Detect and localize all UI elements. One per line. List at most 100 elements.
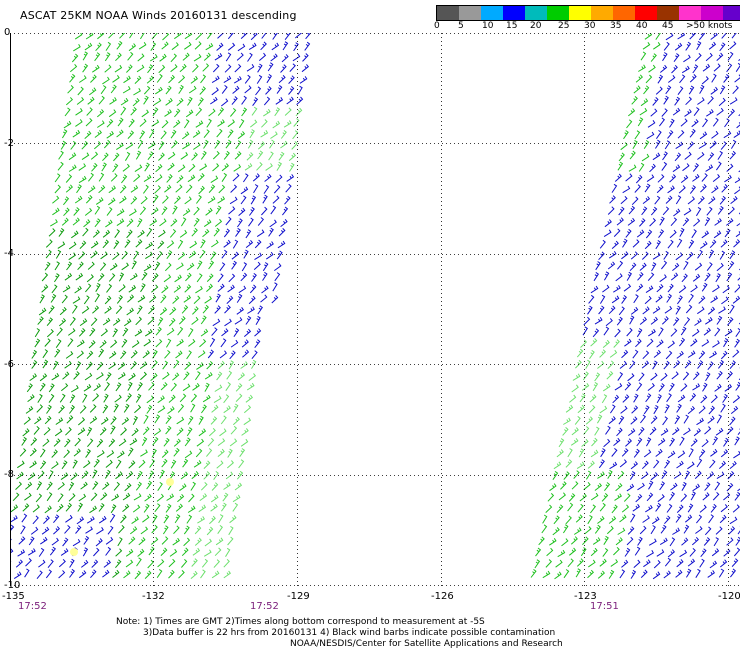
- wind-barb: [111, 493, 120, 502]
- wind-barb: [634, 546, 641, 556]
- wind-barb: [86, 516, 95, 524]
- wind-barb: [682, 163, 690, 172]
- wind-barb: [692, 64, 699, 74]
- wind-barb: [45, 249, 52, 259]
- wind-barb: [645, 393, 652, 403]
- latitude-label: -4: [4, 248, 14, 259]
- wind-barb: [174, 33, 182, 40]
- wind-barb: [664, 140, 671, 150]
- wind-barb: [563, 569, 570, 579]
- wind-barb: [709, 140, 717, 149]
- wind-barb: [716, 262, 724, 272]
- wind-barb: [84, 42, 93, 51]
- wind-barb: [655, 33, 661, 40]
- wind-barb: [257, 63, 263, 73]
- wind-barb: [21, 436, 27, 446]
- wind-barb: [709, 459, 716, 469]
- wind-barb: [224, 304, 231, 314]
- wind-barb: [249, 206, 255, 216]
- wind-barb: [122, 503, 130, 512]
- wind-barb: [78, 163, 87, 171]
- wind-barb: [53, 526, 61, 535]
- wind-barb: [143, 184, 149, 194]
- wind-barb: [698, 350, 706, 360]
- wind-barb: [635, 74, 644, 83]
- wind-barb: [31, 360, 38, 369]
- wind-barb: [211, 87, 219, 96]
- wind-barb: [210, 494, 219, 503]
- wind-barb: [253, 261, 261, 270]
- wind-barb: [115, 52, 122, 62]
- wind-barb: [208, 260, 215, 270]
- wind-barb: [170, 218, 178, 227]
- wind-barb: [692, 273, 701, 282]
- wind-map[interactable]: [10, 33, 740, 586]
- wind-barb: [617, 470, 625, 480]
- wind-barb: [101, 162, 107, 172]
- wind-barb: [165, 85, 172, 95]
- wind-barb: [39, 294, 45, 304]
- wind-barb: [690, 438, 698, 447]
- wind-barb: [126, 64, 133, 73]
- wind-barb: [304, 41, 311, 51]
- wind-barb: [638, 372, 645, 382]
- wind-barb: [626, 271, 632, 281]
- wind-barb: [177, 239, 184, 249]
- wind-barb: [103, 393, 109, 403]
- wind-barb: [684, 514, 693, 523]
- wind-barb: [620, 142, 628, 151]
- wind-barb: [153, 428, 162, 436]
- wind-barb: [40, 460, 47, 470]
- wind-barb: [674, 96, 681, 106]
- wind-barb: [256, 74, 263, 84]
- wind-barb: [78, 251, 86, 260]
- wind-barb: [667, 283, 674, 293]
- wind-barb: [38, 547, 45, 557]
- wind-barb: [87, 96, 95, 105]
- wind-barb: [694, 53, 702, 62]
- wind-barb: [81, 305, 90, 314]
- wind-barb: [232, 173, 240, 182]
- wind-barb: [677, 33, 686, 40]
- wind-barb: [247, 52, 253, 62]
- wind-barb: [48, 393, 55, 403]
- wind-barb: [81, 140, 89, 150]
- wind-barb: [211, 239, 219, 248]
- pass-time-label: 17:52: [250, 601, 279, 612]
- wind-barb: [660, 428, 669, 436]
- wind-barb: [238, 207, 246, 216]
- wind-barb: [58, 318, 67, 327]
- wind-barb: [108, 438, 116, 447]
- wind-barb: [252, 173, 260, 182]
- wind-barb: [196, 438, 205, 447]
- wind-barb: [230, 184, 238, 193]
- wind-barb: [132, 504, 141, 513]
- wind-barb: [198, 185, 205, 195]
- wind-barb: [619, 569, 626, 579]
- wind-barb: [607, 261, 616, 270]
- wind-barb: [608, 516, 617, 524]
- wind-barb: [563, 471, 570, 480]
- wind-barb: [284, 107, 292, 116]
- wind-barb: [701, 439, 709, 448]
- wind-barb: [39, 373, 48, 382]
- wind-barb: [637, 536, 643, 546]
- wind-barb: [174, 514, 181, 524]
- wind-barb: [64, 107, 71, 117]
- wind-barb: [683, 54, 691, 63]
- colorbar-label: 45: [662, 21, 674, 31]
- wind-barb: [240, 438, 249, 447]
- wind-barb: [618, 306, 625, 316]
- wind-barb: [703, 327, 712, 336]
- wind-barb: [699, 558, 705, 568]
- wind-barb: [236, 470, 244, 480]
- wind-barb: [157, 240, 165, 249]
- wind-barb: [575, 568, 581, 578]
- wind-barb: [707, 95, 714, 105]
- wind-barb: [676, 350, 684, 359]
- wind-barb: [100, 85, 107, 95]
- wind-barb: [288, 86, 295, 95]
- wind-barb: [58, 570, 66, 579]
- wind-barb: [618, 206, 625, 216]
- wind-barb: [77, 417, 86, 426]
